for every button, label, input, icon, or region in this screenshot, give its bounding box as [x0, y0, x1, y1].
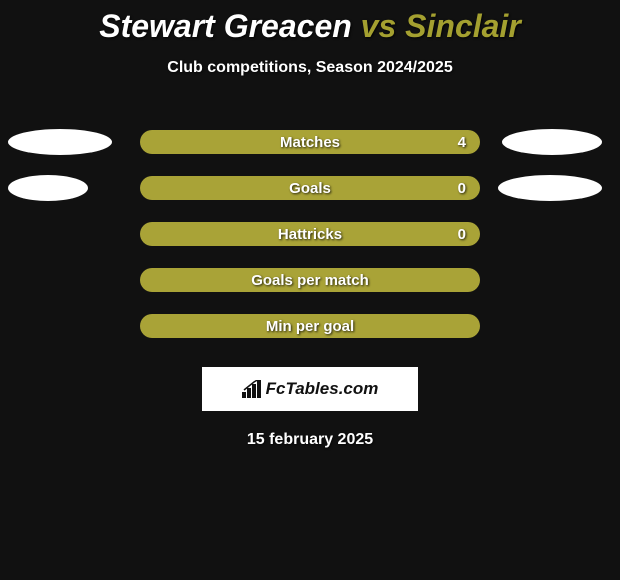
logo-content: FcTables.com — [242, 379, 379, 399]
date-line: 15 february 2025 — [0, 431, 620, 449]
subtitle: Club competitions, Season 2024/2025 — [0, 59, 620, 77]
stat-row-matches: Matches 4 — [0, 119, 620, 165]
page-title: Stewart Greacen vs Sinclair — [0, 8, 620, 45]
player-right-name: Sinclair — [405, 8, 521, 44]
right-marker-goals — [498, 175, 602, 201]
stat-row-min-per-goal: Min per goal — [0, 303, 620, 349]
stat-bar-min-per-goal: Min per goal — [140, 314, 480, 338]
stat-value-goals: 0 — [458, 180, 466, 197]
stat-label-goals-per-match: Goals per match — [251, 272, 369, 289]
right-marker-matches — [502, 129, 602, 155]
chart-icon — [242, 380, 262, 398]
stat-label-goals: Goals — [289, 180, 331, 197]
stat-value-matches: 4 — [458, 134, 466, 151]
vs-separator: vs — [361, 8, 397, 44]
stat-value-hattricks: 0 — [458, 226, 466, 243]
logo-text: FcTables.com — [266, 379, 379, 399]
stat-row-hattricks: Hattricks 0 — [0, 211, 620, 257]
stat-label-min-per-goal: Min per goal — [266, 318, 354, 335]
stat-bar-hattricks: Hattricks 0 — [140, 222, 480, 246]
logo-box: FcTables.com — [202, 367, 418, 411]
stat-label-matches: Matches — [280, 134, 340, 151]
stat-row-goals: Goals 0 — [0, 165, 620, 211]
stat-bar-matches: Matches 4 — [140, 130, 480, 154]
comparison-container: Stewart Greacen vs Sinclair Club competi… — [0, 0, 620, 449]
stat-row-goals-per-match: Goals per match — [0, 257, 620, 303]
player-left-name: Stewart Greacen — [99, 8, 352, 44]
stat-bar-goals-per-match: Goals per match — [140, 268, 480, 292]
stat-label-hattricks: Hattricks — [278, 226, 342, 243]
stats-area: Matches 4 Goals 0 Hattricks 0 Goals per … — [0, 119, 620, 349]
left-marker-goals — [8, 175, 88, 201]
left-marker-matches — [8, 129, 112, 155]
stat-bar-goals: Goals 0 — [140, 176, 480, 200]
